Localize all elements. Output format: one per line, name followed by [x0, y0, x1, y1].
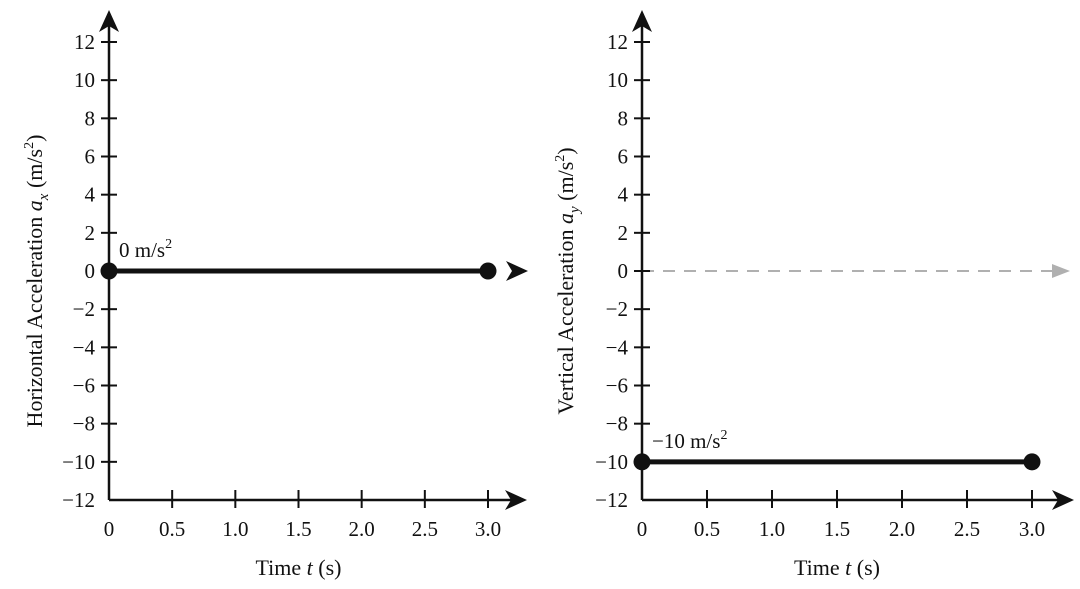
y-tick-label: −10 [595, 450, 628, 474]
y-tick-label: 0 [85, 259, 96, 283]
x-axis-title-unit: (s) [851, 555, 880, 580]
value-annotation-text: 0 m/s [119, 238, 165, 262]
y-axis-arrowhead [99, 10, 119, 32]
data-line-arrowhead [506, 261, 528, 281]
value-annotation-text: −10 m/s [652, 429, 720, 453]
y-tick-label: −8 [606, 412, 628, 436]
y-axis-title-text: Horizontal Acceleration [22, 211, 47, 427]
vertical-acceleration-chart: 12 10 8 6 4 2 0 −2 −4 −6 −8 −10 −12 0 0.5 1.0 1.5 2.0 2.5 3… [553, 10, 1074, 580]
y-axis-title-variable: a [553, 213, 578, 224]
y-tick-label: 0 [618, 259, 629, 283]
value-annotation-superscript: 2 [165, 237, 172, 252]
y-tick-label: 12 [74, 30, 95, 54]
y-tick-label: 2 [618, 221, 629, 245]
y-axis-title-subscript: y [567, 206, 583, 215]
x-axis-title: Time t (s) [794, 555, 880, 580]
y-tick-label: 10 [74, 68, 95, 92]
x-tick-label: 0.5 [159, 517, 185, 541]
x-tick-label: 0 [104, 517, 115, 541]
y-axis-title: Horizontal Acceleration ax (m/s2) [22, 135, 52, 428]
y-tick-label: 4 [85, 183, 96, 207]
x-axis-arrowhead [505, 490, 527, 510]
data-point-end [1023, 453, 1041, 471]
x-axis-title-variable: t [845, 555, 852, 580]
y-tick-label: −4 [606, 335, 629, 359]
x-tick-label: 2.0 [349, 517, 375, 541]
y-tick-label: −8 [73, 412, 95, 436]
y-axis-title-unit: (m/s [553, 162, 578, 207]
y-axis-title: Vertical Acceleration ay (m/s2) [553, 147, 583, 414]
x-axis-title-variable: t [307, 555, 314, 580]
y-tick-label: 6 [618, 145, 629, 169]
y-axis-title-unit: (m/s [22, 149, 47, 194]
x-tick-label: 0 [637, 517, 648, 541]
value-annotation-superscript: 2 [720, 428, 727, 443]
reference-line-arrowhead [1052, 264, 1070, 278]
x-tick-label: 3.0 [475, 517, 501, 541]
x-tick-label: 2.0 [889, 517, 915, 541]
y-tick-label: −6 [73, 374, 95, 398]
x-axis-title-unit: (s) [313, 555, 342, 580]
y-tick-label: 4 [618, 183, 629, 207]
value-annotation: 0 m/s2 [119, 237, 172, 262]
data-point-start [633, 453, 651, 471]
x-axis-arrowhead [1052, 490, 1074, 510]
y-axis-title-unit-close: ) [553, 147, 578, 154]
y-tick-label: −4 [73, 335, 96, 359]
x-tick-label: 1.5 [824, 517, 850, 541]
y-tick-label: −2 [73, 297, 95, 321]
x-axis-title: Time t (s) [256, 555, 342, 580]
y-tick-label: −12 [595, 488, 628, 512]
data-point-end [479, 262, 497, 280]
y-axis-title-unit-close: ) [22, 135, 47, 142]
horizontal-acceleration-chart: 12 10 8 6 4 2 0 −2 −4 −6 −8 −10 −12 0 0.5 1.0 1.5 2.0 2.5 3… [22, 10, 528, 580]
x-axis-title-text: Time [256, 555, 307, 580]
y-tick-label: 12 [607, 30, 628, 54]
y-tick-label: 8 [618, 106, 629, 130]
y-tick-label: 10 [607, 68, 628, 92]
y-tick-label: 8 [85, 106, 96, 130]
value-annotation: −10 m/s2 [652, 428, 727, 453]
y-tick-label: −6 [606, 374, 628, 398]
y-axis-title-superscript: 2 [553, 155, 568, 162]
x-tick-label: 0.5 [694, 517, 720, 541]
x-axis-title-text: Time [794, 555, 845, 580]
y-tick-label: −12 [62, 488, 95, 512]
y-axis-title-superscript: 2 [22, 142, 37, 149]
y-tick-label: −2 [606, 297, 628, 321]
y-axis-title-variable: a [22, 200, 47, 211]
x-tick-label: 2.5 [954, 517, 980, 541]
x-tick-label: 3.0 [1019, 517, 1045, 541]
y-axis-title-text: Vertical Acceleration [553, 224, 578, 415]
y-tick-label: 6 [85, 145, 96, 169]
y-tick-label: −10 [62, 450, 95, 474]
x-tick-label: 2.5 [412, 517, 438, 541]
y-axis-arrowhead [632, 10, 652, 32]
x-tick-label: 1.0 [222, 517, 248, 541]
y-tick-label: 2 [85, 221, 96, 245]
x-tick-label: 1.0 [759, 517, 785, 541]
data-point-start [100, 262, 118, 280]
x-tick-label: 1.5 [285, 517, 311, 541]
y-axis-title-subscript: x [36, 193, 52, 201]
